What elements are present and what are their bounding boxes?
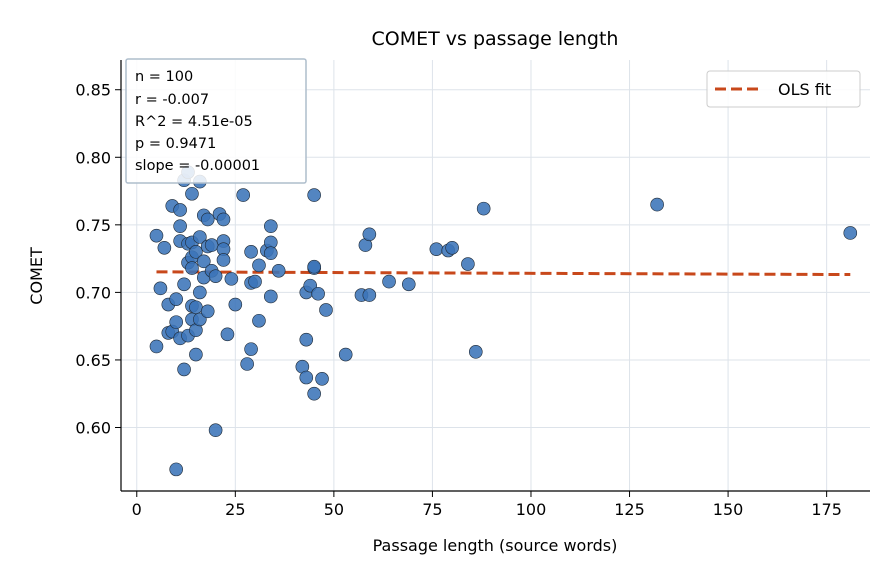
y-tick-label: 0.75 [75,216,111,235]
data-point [650,197,664,212]
points-layer [149,165,858,477]
data-point [169,292,183,306]
fit-line-layer [156,270,851,277]
data-point [307,386,321,401]
data-point [228,297,243,312]
data-point [299,370,314,385]
data-point [189,300,203,315]
legend-fit-label: OLS fit [778,80,831,99]
data-point [362,288,377,302]
data-point [445,241,459,255]
data-point [362,227,377,242]
stats-line-p: p = 0.9471 [135,136,216,152]
data-point [307,259,321,274]
data-point [216,212,231,227]
data-point [173,203,187,217]
y-tick-label: 0.80 [75,148,111,167]
data-point [843,226,858,240]
data-point [208,269,223,283]
data-point [177,277,191,292]
data-point [208,423,223,438]
x-tick-label: 175 [811,500,842,519]
data-point [169,462,183,477]
data-point [173,219,187,233]
data-point [200,304,215,319]
y-tick-label: 0.70 [75,283,111,302]
data-point [216,253,231,267]
data-point [177,362,191,377]
data-point [311,286,325,301]
data-point [299,332,314,347]
y-tick-label: 0.65 [75,351,111,370]
data-point [468,345,483,359]
data-point [252,313,266,328]
data-point [204,238,219,252]
y-axis-title: COMET [27,247,46,305]
axes [120,60,870,492]
y-tick-label: 0.85 [75,81,111,100]
stats-box: n = 100 r = -0.007 R^2 = 4.51e-05 p = 0.… [125,58,307,184]
y-tick-label: 0.60 [75,418,111,437]
data-point [189,245,203,259]
stats-line-n: n = 100 [135,69,193,85]
legend-background [706,70,861,108]
data-point [248,274,262,289]
data-point [236,188,251,202]
legend: OLS fit [706,70,861,108]
data-point [252,258,266,273]
data-point [476,201,491,216]
stats-line-r: r = -0.007 [135,92,209,108]
data-point [157,241,172,255]
ols-fit-line [156,270,851,277]
data-point [240,357,254,371]
data-point [382,274,396,289]
data-point [429,242,444,256]
data-point [307,188,321,202]
stats-line-slope: slope = -0.00001 [135,158,260,174]
data-point [263,289,278,304]
chart-title: COMET vs passage length [372,28,619,50]
x-tick-label: 150 [713,500,744,519]
data-point [224,272,239,286]
data-point [271,263,286,278]
stats-line-r2: R^2 = 4.51e-05 [135,114,253,130]
x-axis-title: Passage length (source words) [373,536,618,555]
data-point [196,254,211,269]
data-point [263,246,278,261]
x-tick-label: 100 [516,500,547,519]
data-point [189,347,203,362]
data-point [149,228,164,243]
data-point [315,372,329,386]
data-point [200,212,215,227]
data-point [244,342,258,356]
data-point [193,230,207,244]
x-tick-label: 125 [614,500,645,519]
x-tick-label: 0 [132,500,142,519]
data-point [461,257,475,271]
data-point [244,245,258,259]
data-point [185,261,199,275]
x-tick-label: 75 [422,500,442,519]
x-tick-label: 50 [324,500,344,519]
data-point [220,327,235,342]
x-tick-label: 25 [225,500,245,519]
data-point [263,219,278,233]
data-point [153,281,168,296]
data-point [319,303,333,317]
data-point [169,315,183,329]
stats-box-background [125,58,307,184]
data-point [401,277,416,292]
ticks: 0 25 50 75 100 125 150 175 0.60 0.65 0.70 0.75 0.80 0… [75,81,842,519]
data-point [149,339,164,354]
data-point [185,186,199,201]
data-point [338,347,353,362]
data-point [193,285,207,300]
